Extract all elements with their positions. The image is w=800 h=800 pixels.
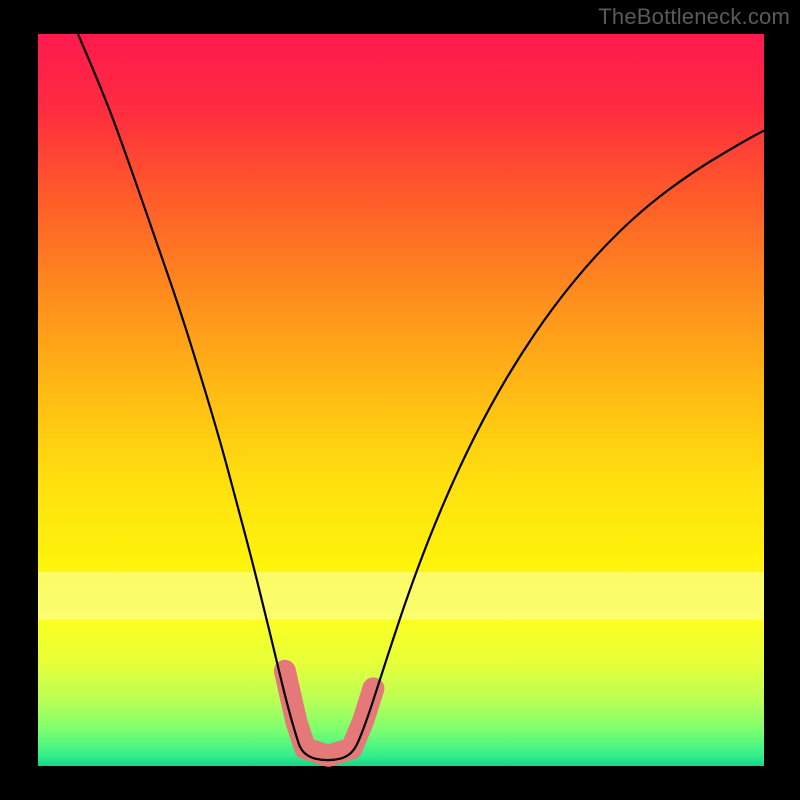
gradient-plot-area [38,34,764,766]
bottleneck-chart-svg [0,0,800,800]
chart-container: { "watermark": { "text": "TheBottleneck.… [0,0,800,800]
watermark-label: TheBottleneck.com [598,4,790,30]
